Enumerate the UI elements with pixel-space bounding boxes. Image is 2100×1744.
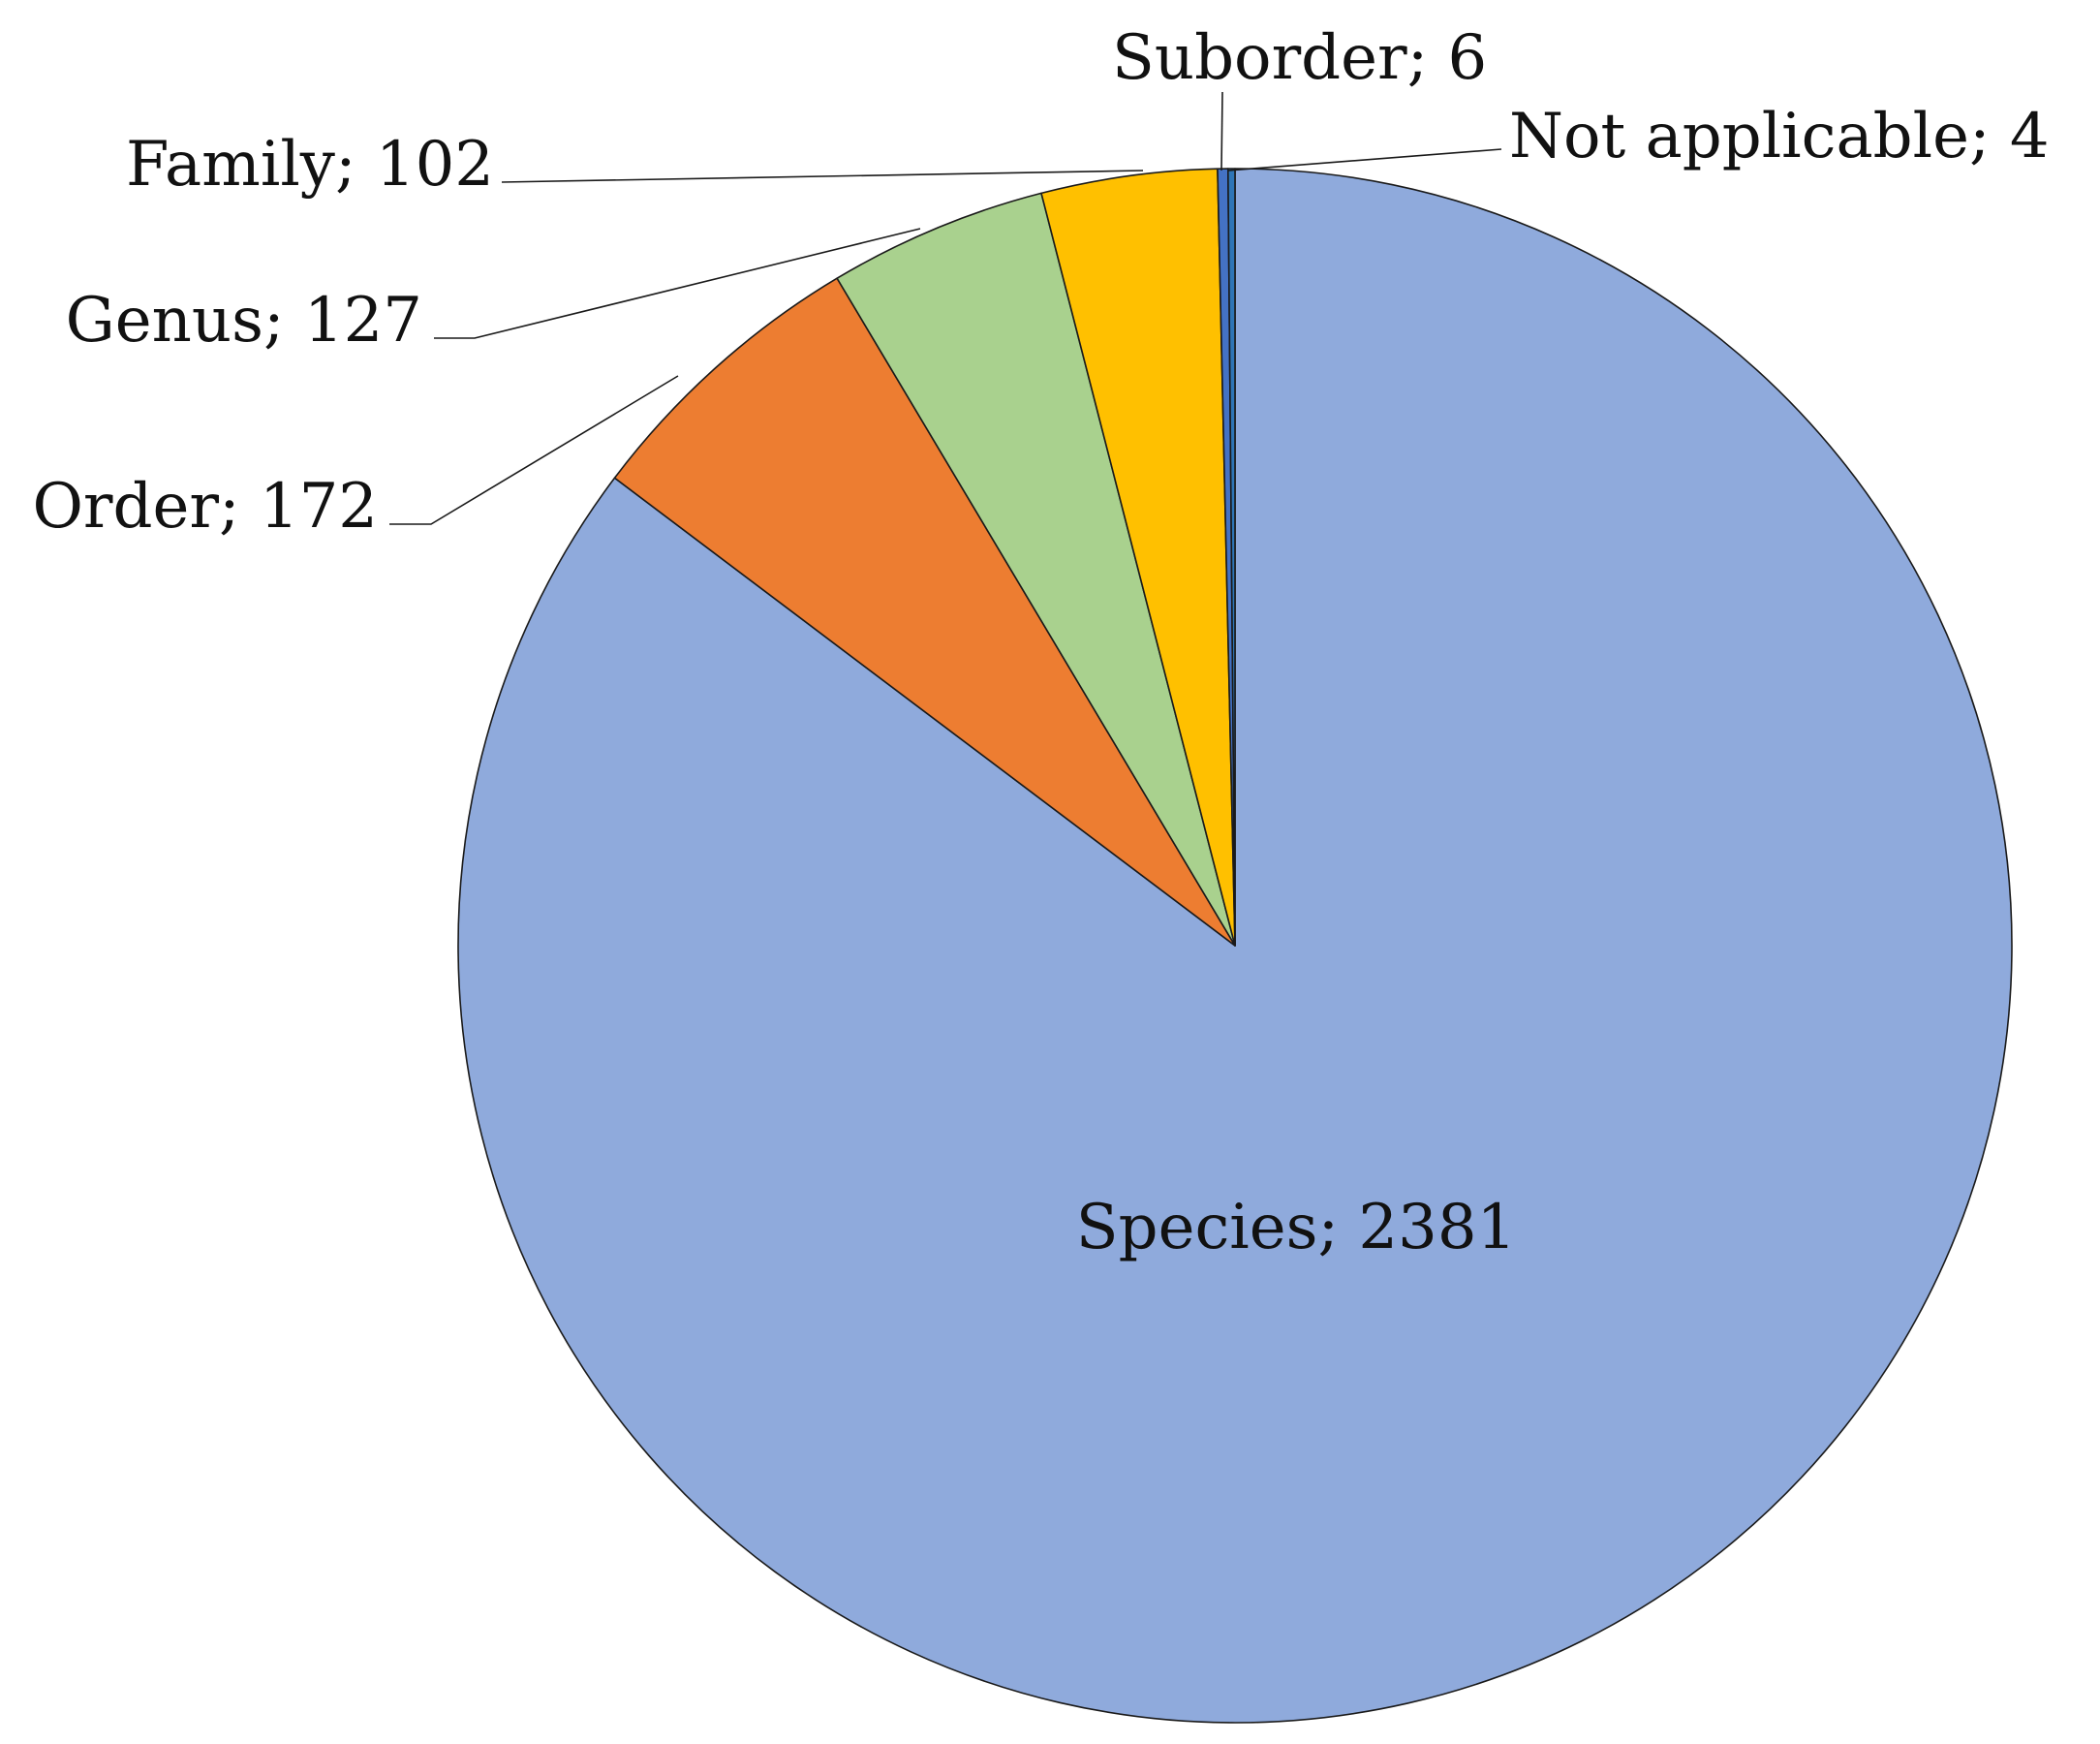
slice-labels: Species; 2381 Order; 172 Genus; 127 Fami…: [32, 22, 2049, 1263]
leader-family: [501, 170, 1144, 183]
slice-not-applicable: [1226, 168, 1236, 947]
slice-genus: [836, 192, 1236, 947]
leader-order: [389, 375, 679, 525]
leader-lines: [389, 91, 1502, 525]
label-order: Order; 172: [32, 471, 378, 543]
pie-slices: [457, 168, 2013, 1724]
leader-genus: [434, 228, 921, 339]
label-family: Family; 102: [126, 129, 494, 201]
leader-suborder: [1220, 91, 1223, 171]
label-not-applicable: Not applicable; 4: [1509, 101, 2050, 172]
label-genus: Genus; 127: [66, 285, 422, 357]
label-suborder: Suborder; 6: [1112, 22, 1487, 94]
slice-order: [613, 277, 1236, 947]
leader-not-applicable: [1227, 148, 1502, 171]
label-species: Species; 2381: [1076, 1192, 1517, 1263]
